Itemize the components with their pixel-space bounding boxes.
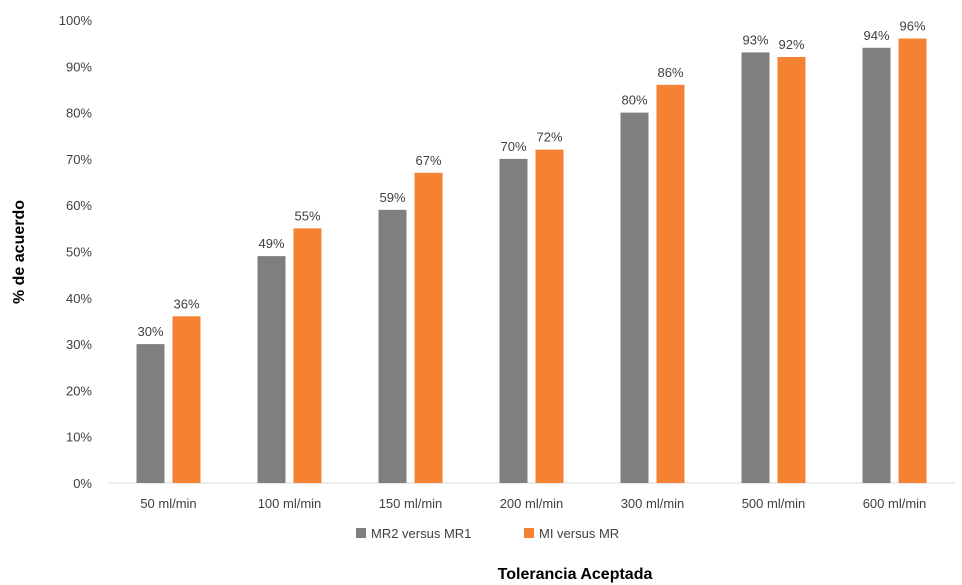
- bar: [293, 228, 322, 483]
- bar: [656, 84, 685, 483]
- data-label: 49%: [258, 236, 284, 251]
- y-tick-label: 0%: [73, 476, 92, 491]
- bar: [777, 57, 806, 483]
- data-label: 72%: [536, 130, 562, 145]
- bar: [136, 344, 165, 483]
- y-axis-title: % de acuerdo: [11, 200, 28, 304]
- y-tick-label: 80%: [66, 106, 92, 121]
- legend-swatch: [524, 528, 534, 538]
- legend-label: MI versus MR: [539, 526, 619, 541]
- x-tick-label: 150 ml/min: [379, 496, 443, 511]
- x-tick-label: 500 ml/min: [742, 496, 806, 511]
- data-label: 70%: [500, 139, 526, 154]
- bar: [898, 38, 927, 484]
- y-tick-label: 90%: [66, 59, 92, 74]
- data-label: 93%: [742, 32, 768, 47]
- data-label: 94%: [863, 28, 889, 43]
- x-axis-title: Tolerancia Aceptada: [498, 566, 653, 583]
- data-label: 36%: [173, 296, 199, 311]
- data-label: 55%: [294, 208, 320, 223]
- data-label: 59%: [379, 190, 405, 205]
- bar: [378, 209, 407, 483]
- legend-label: MR2 versus MR1: [371, 526, 471, 541]
- y-tick-label: 40%: [66, 291, 92, 306]
- y-axis-ticks: 0% 10% 20% 30% 40% 50% 60% 70% 80% 90% 100%: [59, 13, 93, 491]
- x-tick-label: 300 ml/min: [621, 496, 685, 511]
- x-tick-label: 50 ml/min: [140, 496, 196, 511]
- legend: MR2 versus MR1 MI versus MR: [356, 526, 619, 541]
- bar: [257, 256, 286, 483]
- bar: [620, 112, 649, 483]
- bar: [499, 158, 528, 483]
- y-tick-label: 10%: [66, 430, 92, 445]
- data-label: 96%: [899, 19, 925, 34]
- data-label: 80%: [621, 93, 647, 108]
- bar: [741, 52, 770, 483]
- bar: [172, 316, 201, 483]
- x-tick-label: 200 ml/min: [500, 496, 564, 511]
- y-tick-label: 50%: [66, 245, 92, 260]
- data-label: 92%: [778, 37, 804, 52]
- y-tick-label: 100%: [59, 13, 93, 28]
- y-tick-label: 70%: [66, 152, 92, 167]
- data-label: 30%: [137, 324, 163, 339]
- x-tick-label: 100 ml/min: [258, 496, 322, 511]
- data-label: 67%: [415, 153, 441, 168]
- y-tick-label: 30%: [66, 337, 92, 352]
- data-label: 86%: [657, 65, 683, 80]
- bars-group: 30% 36% 49% 55% 59% 67% 70% 72% 80% 86% 93% 92% 94% 9…: [136, 19, 927, 484]
- bar: [414, 172, 443, 484]
- bar: [862, 47, 891, 483]
- x-tick-label: 600 ml/min: [863, 496, 927, 511]
- legend-swatch: [356, 528, 366, 538]
- bar: [535, 149, 564, 483]
- y-tick-label: 20%: [66, 383, 92, 398]
- y-tick-label: 60%: [66, 198, 92, 213]
- x-axis-ticks: 50 ml/min 100 ml/min 150 ml/min 200 ml/min 3…: [140, 496, 926, 511]
